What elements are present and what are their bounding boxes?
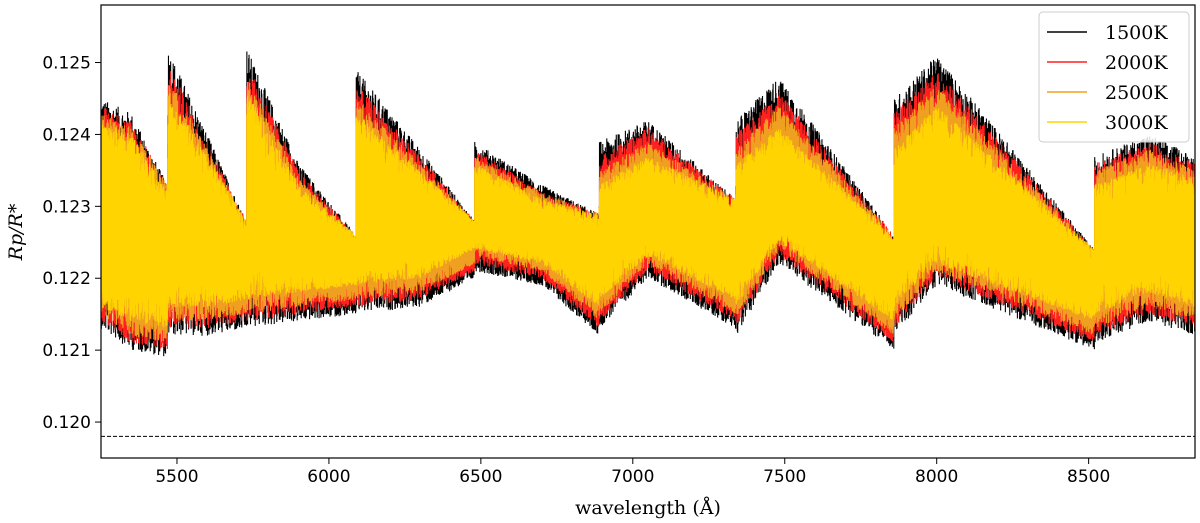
y-tick-label: 0.124 [42, 125, 91, 145]
legend[interactable]: 1500K 2000K 2500K 3000K [1038, 11, 1190, 143]
x-tick-label: 5500 [155, 467, 198, 487]
x-tick-label: 6000 [307, 467, 350, 487]
y-tick-label: 0.123 [42, 197, 91, 217]
legend-label-2000k: 2000K [1105, 52, 1168, 74]
x-tick-label: 7500 [763, 467, 806, 487]
legend-label-3000k: 3000K [1105, 112, 1168, 134]
x-axis-title: wavelength (Å) [575, 497, 721, 519]
legend-label-2500k: 2500K [1105, 82, 1168, 104]
y-tick-label: 0.120 [42, 413, 91, 433]
y-axis-title: Rp/R* [5, 203, 27, 261]
legend-box [1038, 11, 1190, 143]
y-tick-label: 0.125 [42, 54, 91, 74]
y-axis: 0.120 0.121 0.122 0.123 0.124 0.125 [42, 54, 101, 433]
series-core-3000k [101, 138, 1195, 306]
x-axis: 5500 6000 6500 7000 7500 8000 8500 [155, 458, 1110, 487]
series-layer [101, 51, 1195, 357]
y-tick-label: 0.121 [42, 341, 91, 361]
plot-frame [100, 4, 1196, 459]
x-tick-label: 7000 [611, 467, 654, 487]
y-tick-label: 0.122 [42, 269, 91, 289]
legend-label-1500k: 1500K [1105, 22, 1168, 44]
x-tick-label: 8500 [1067, 467, 1110, 487]
x-tick-label: 8000 [915, 467, 958, 487]
x-tick-label: 6500 [459, 467, 502, 487]
